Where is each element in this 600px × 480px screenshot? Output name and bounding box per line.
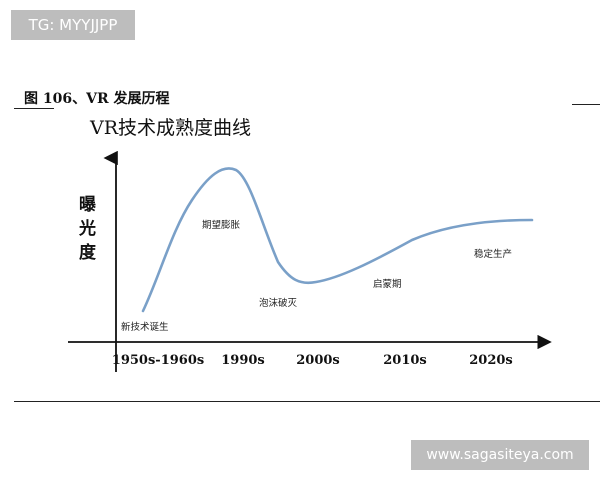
- watermark: www.sagasiteya.com: [411, 440, 589, 470]
- y-axis-label-char: 曝: [79, 195, 96, 215]
- x-tick-label: 1950s-1960s: [112, 353, 204, 368]
- phase-annotation: 启蒙期: [373, 278, 402, 290]
- x-tick-label: 2010s: [383, 353, 427, 368]
- x-tick-label: 1990s: [221, 353, 265, 368]
- phase-annotation: 期望膨胀: [202, 219, 241, 231]
- figure-caption: 图 106、VR 发展历程: [24, 91, 170, 107]
- y-axis-label-char: 光: [78, 218, 96, 239]
- phase-annotation: 新技术诞生: [121, 321, 169, 333]
- x-tick-label: 2000s: [296, 353, 340, 368]
- x-tick-label: 2020s: [469, 353, 513, 368]
- bottom-rule: [14, 401, 600, 402]
- phase-annotation: 泡沫破灭: [259, 297, 298, 309]
- caption-underline: [14, 108, 54, 109]
- y-axis-label-char: 度: [79, 242, 97, 263]
- chart-title: VR技术成熟度曲线: [89, 117, 251, 139]
- top-rule: [572, 104, 600, 105]
- hype-curve-line: [141, 167, 534, 313]
- phase-annotation: 稳定生产: [474, 248, 512, 260]
- y-axis-label: 曝光度: [78, 195, 97, 263]
- tg-badge: TG: MYYJJPP: [11, 10, 135, 40]
